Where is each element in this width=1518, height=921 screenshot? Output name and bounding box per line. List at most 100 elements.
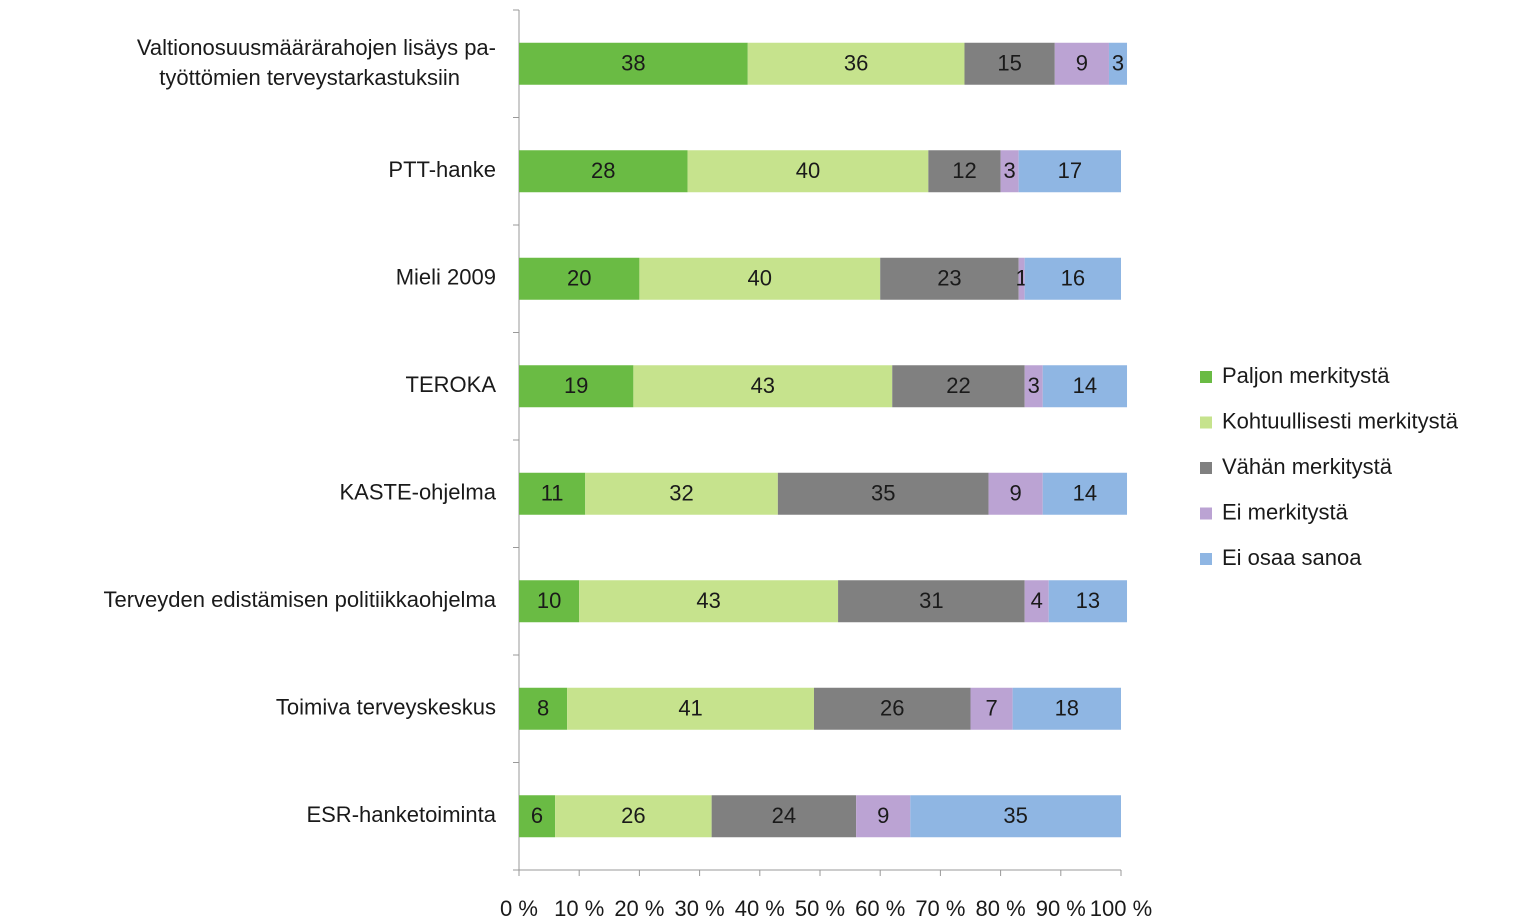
legend-swatch	[1200, 462, 1212, 474]
data-label: 3	[1004, 158, 1016, 183]
bar-segment	[988, 472, 1043, 515]
bar-segment	[928, 150, 1001, 193]
bar-segment	[1018, 257, 1025, 300]
category-label: Mieli 2009	[396, 265, 496, 290]
data-label: 16	[1061, 266, 1085, 291]
data-label: 4	[1031, 588, 1043, 613]
data-label: 13	[1076, 588, 1100, 613]
data-label: 10	[537, 588, 561, 613]
data-label: 11	[541, 481, 564, 506]
category-label: PTT-hanke	[388, 157, 496, 182]
category-label: Terveyden edistämisen politiikkaohjelma	[103, 587, 496, 612]
data-label: 9	[1010, 481, 1022, 506]
legend-swatch	[1200, 507, 1212, 520]
legend-label: Paljon merkitystä	[1222, 363, 1390, 388]
x-tick-label: 20 %	[614, 896, 664, 921]
legend-label: Kohtuullisesti merkitystä	[1222, 408, 1459, 433]
legend-swatch	[1200, 553, 1212, 565]
category-label-line: työttömien terveystarkastuksiin	[159, 65, 460, 90]
bar-segment	[892, 365, 1025, 408]
data-label: 26	[880, 696, 904, 721]
category-label: Toimiva terveyskeskus	[276, 695, 496, 720]
legend-swatch	[1200, 416, 1212, 429]
x-tick-label: 90 %	[1036, 896, 1086, 921]
x-tick-label: 50 %	[795, 896, 845, 921]
data-label: 22	[946, 373, 970, 398]
bar-segment	[579, 580, 839, 623]
bar-segment	[1024, 580, 1049, 623]
data-label: 3	[1028, 373, 1040, 398]
data-label: 23	[937, 266, 961, 291]
data-label: 3	[1112, 51, 1124, 76]
x-tick-label: 100 %	[1090, 896, 1152, 921]
data-label: 43	[696, 588, 720, 613]
category-label-line: Valtionosuusmäärärahojen lisäys pa-	[137, 35, 496, 60]
category-label: ESR-hanketoiminta	[306, 802, 496, 827]
bar-segment	[519, 472, 586, 515]
data-label: 8	[537, 696, 549, 721]
bar-segment	[910, 795, 1121, 838]
data-label: 6	[531, 803, 543, 828]
category-label: KASTE-ohjelma	[339, 480, 496, 505]
bar-segment	[747, 42, 965, 85]
data-label: 17	[1058, 158, 1082, 183]
bar-segment	[519, 257, 640, 300]
bar-segment	[585, 472, 778, 515]
bar-segment	[1054, 42, 1109, 85]
x-tick-label: 40 %	[735, 896, 785, 921]
bar-segment	[519, 42, 748, 85]
category-label: Valtionosuusmäärärahojen lisäys pa-tyött…	[137, 35, 496, 90]
data-label: 9	[1076, 51, 1088, 76]
data-label: 7	[985, 696, 997, 721]
bar-segment	[1000, 150, 1019, 193]
x-tick-label: 10 %	[554, 896, 604, 921]
bar-segment	[555, 795, 712, 838]
bar-segment	[813, 687, 971, 730]
bar-segment	[519, 365, 634, 408]
legend-label: Vähän merkitystä	[1222, 454, 1393, 479]
data-label: 31	[919, 588, 943, 613]
bar-segment	[1024, 365, 1043, 408]
bar-segment	[777, 472, 989, 515]
data-label: 43	[751, 373, 775, 398]
bar-segment	[711, 795, 857, 838]
bar-segment	[1042, 365, 1128, 408]
data-label: 26	[621, 803, 645, 828]
x-tick-label: 80 %	[976, 896, 1026, 921]
bar-segment	[964, 42, 1055, 85]
bar-segment	[519, 580, 580, 623]
data-label: 41	[678, 696, 702, 721]
data-label: 35	[871, 481, 895, 506]
bar-segment	[1108, 42, 1128, 85]
data-label: 36	[844, 51, 868, 76]
x-tick-label: 30 %	[675, 896, 725, 921]
data-label: 38	[621, 51, 645, 76]
data-label: 24	[772, 803, 796, 828]
bar-segment	[1024, 257, 1121, 300]
data-label: 9	[877, 803, 889, 828]
category-label: TEROKA	[406, 372, 497, 397]
x-tick-label: 70 %	[915, 896, 965, 921]
data-label: 40	[748, 266, 772, 291]
bar-segment	[880, 257, 1019, 300]
bar-segment	[856, 795, 911, 838]
x-tick-label: 60 %	[855, 896, 905, 921]
bar-segment	[639, 257, 881, 300]
bar-segment	[1048, 580, 1128, 623]
bar-segment	[567, 687, 814, 730]
bar-segment	[1012, 687, 1121, 730]
bar-segment	[633, 365, 893, 408]
data-label: 20	[567, 266, 591, 291]
legend-label: Ei merkitystä	[1222, 499, 1349, 524]
data-label: 35	[1003, 803, 1027, 828]
x-tick-label: 0 %	[500, 896, 538, 921]
data-label: 18	[1055, 696, 1079, 721]
data-label: 28	[591, 158, 615, 183]
legend-swatch	[1200, 371, 1212, 383]
data-label: 40	[796, 158, 820, 183]
bar-segment	[1042, 472, 1128, 515]
data-label: 12	[952, 158, 976, 183]
data-label: 15	[997, 51, 1021, 76]
data-label: 19	[564, 373, 588, 398]
